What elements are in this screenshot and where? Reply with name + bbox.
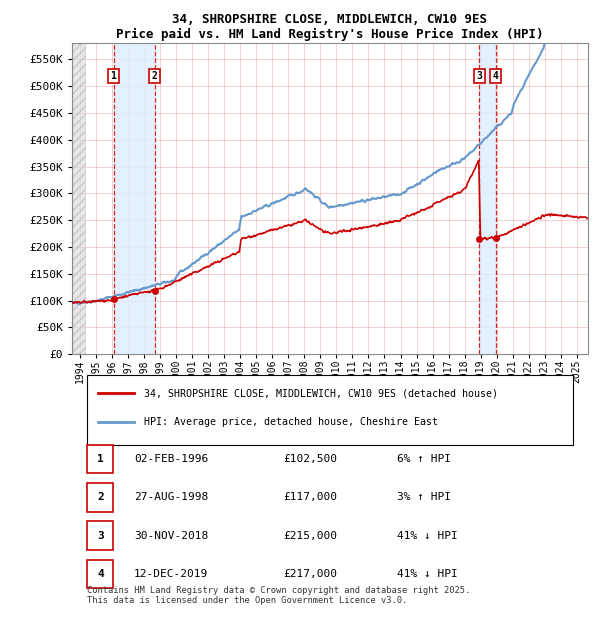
Text: 27-AUG-1998: 27-AUG-1998 bbox=[134, 492, 208, 502]
Text: 34, SHROPSHIRE CLOSE, MIDDLEWICH, CW10 9ES (detached house): 34, SHROPSHIRE CLOSE, MIDDLEWICH, CW10 9… bbox=[144, 388, 498, 398]
FancyBboxPatch shape bbox=[88, 483, 113, 512]
Text: £102,500: £102,500 bbox=[284, 454, 338, 464]
Text: £215,000: £215,000 bbox=[284, 531, 338, 541]
FancyBboxPatch shape bbox=[88, 560, 113, 588]
Text: Contains HM Land Registry data © Crown copyright and database right 2025.
This d: Contains HM Land Registry data © Crown c… bbox=[88, 586, 471, 605]
Text: 3% ↑ HPI: 3% ↑ HPI bbox=[397, 492, 451, 502]
Text: HPI: Average price, detached house, Cheshire East: HPI: Average price, detached house, Ches… bbox=[144, 417, 438, 427]
Text: 3: 3 bbox=[476, 71, 482, 81]
Text: 4: 4 bbox=[493, 71, 499, 81]
Title: 34, SHROPSHIRE CLOSE, MIDDLEWICH, CW10 9ES
Price paid vs. HM Land Registry's Hou: 34, SHROPSHIRE CLOSE, MIDDLEWICH, CW10 9… bbox=[116, 13, 544, 41]
Text: 41% ↓ HPI: 41% ↓ HPI bbox=[397, 569, 458, 579]
Text: 41% ↓ HPI: 41% ↓ HPI bbox=[397, 531, 458, 541]
Text: 4: 4 bbox=[97, 569, 104, 579]
Text: 1: 1 bbox=[110, 71, 116, 81]
Text: 3: 3 bbox=[97, 531, 104, 541]
Text: £117,000: £117,000 bbox=[284, 492, 338, 502]
Text: 1: 1 bbox=[97, 454, 104, 464]
FancyBboxPatch shape bbox=[88, 375, 572, 445]
FancyBboxPatch shape bbox=[88, 445, 113, 473]
Text: 6% ↑ HPI: 6% ↑ HPI bbox=[397, 454, 451, 464]
Bar bbox=[72, 43, 85, 354]
Text: £217,000: £217,000 bbox=[284, 569, 338, 579]
Bar bbox=[479, 43, 496, 354]
FancyBboxPatch shape bbox=[88, 521, 113, 550]
Bar bbox=[113, 43, 155, 354]
Text: 2: 2 bbox=[152, 71, 157, 81]
Text: 2: 2 bbox=[97, 492, 104, 502]
Text: 30-NOV-2018: 30-NOV-2018 bbox=[134, 531, 208, 541]
Text: 12-DEC-2019: 12-DEC-2019 bbox=[134, 569, 208, 579]
Text: 02-FEB-1996: 02-FEB-1996 bbox=[134, 454, 208, 464]
